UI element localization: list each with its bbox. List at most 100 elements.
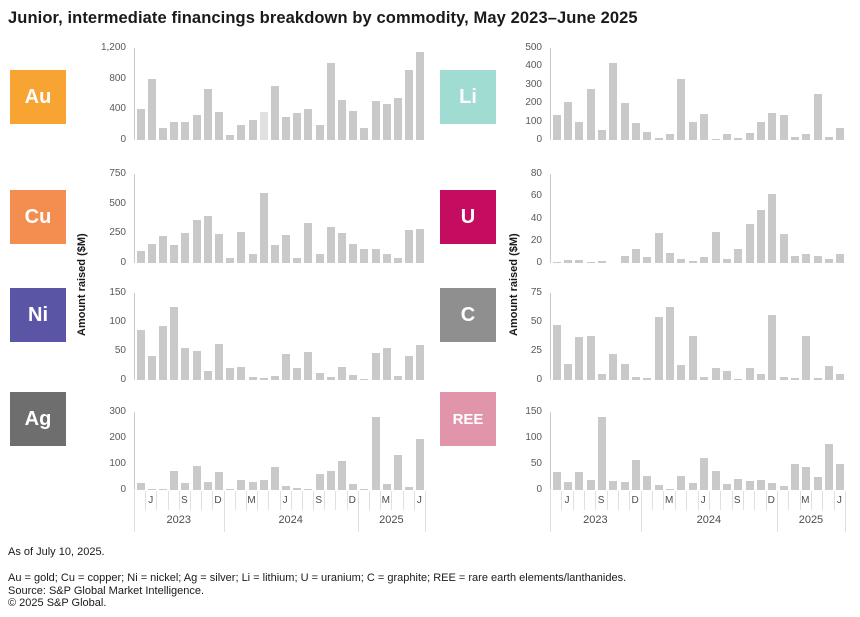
bar — [621, 482, 629, 490]
bar — [260, 378, 268, 380]
x-axis-tick — [302, 491, 303, 510]
x-axis-tick — [743, 491, 744, 510]
y-tick-label: 250 — [109, 227, 126, 239]
bar — [780, 486, 788, 490]
bar — [372, 353, 380, 380]
bar — [575, 472, 583, 490]
y-tick-label: 20 — [530, 234, 542, 246]
bar — [394, 98, 402, 140]
bar — [293, 488, 301, 490]
y-axis-line — [550, 412, 551, 490]
bar — [780, 234, 788, 263]
bar — [249, 482, 257, 490]
y-tick-label: 25 — [530, 345, 542, 356]
bar — [746, 224, 754, 263]
bar — [677, 476, 685, 490]
x-tick-label: M — [247, 495, 256, 506]
bar — [575, 260, 583, 263]
x-axis-tick — [224, 491, 225, 532]
bar — [360, 379, 368, 380]
bar — [159, 128, 167, 140]
y-tick-label: 0 — [120, 134, 126, 145]
bar — [416, 52, 424, 140]
x-axis-tick — [618, 491, 619, 510]
bar — [181, 122, 189, 140]
x-year-label: 2023 — [166, 514, 191, 526]
x-axis-tick — [822, 491, 823, 510]
x-axis-tick — [652, 491, 653, 510]
x-axis-tick — [380, 491, 381, 510]
bar — [723, 371, 731, 380]
y-axis-line — [134, 293, 135, 380]
x-axis-tick — [414, 491, 415, 510]
x-axis-tick — [561, 491, 562, 510]
x-axis-tick — [698, 491, 699, 510]
bar — [666, 307, 674, 380]
x-axis-tick — [280, 491, 281, 510]
bar — [372, 417, 380, 490]
x-tick-label: S — [733, 495, 741, 506]
bar — [655, 233, 663, 263]
bar — [383, 484, 391, 490]
bar — [802, 134, 810, 140]
copyright-note: © 2025 S&P Global. — [8, 597, 107, 609]
bar — [575, 337, 583, 380]
x-axis-tick — [425, 491, 426, 532]
bar — [349, 375, 357, 380]
bar — [712, 471, 720, 490]
x-tick-label: M — [381, 495, 390, 506]
x-tick-label: J — [564, 495, 570, 506]
bar — [416, 229, 424, 263]
bar — [148, 79, 156, 140]
bar — [159, 326, 167, 380]
y-tick-label: 800 — [109, 72, 126, 84]
bar — [372, 249, 380, 263]
bar — [609, 481, 617, 490]
y-axis-line — [134, 412, 135, 490]
bar — [394, 376, 402, 380]
bar — [282, 235, 290, 263]
x-axis-tick — [800, 491, 801, 510]
bar — [137, 109, 145, 140]
bar — [814, 94, 822, 140]
y-tick-label: 0 — [120, 484, 126, 495]
x-axis-tick — [766, 491, 767, 510]
bar — [316, 474, 324, 490]
bar — [204, 89, 212, 140]
x-axis-tick — [134, 491, 135, 532]
bar — [564, 482, 572, 490]
x-axis-tick — [709, 491, 710, 510]
bar — [405, 70, 413, 140]
bar — [137, 251, 145, 263]
bar — [193, 115, 201, 140]
y-tick-label: 0 — [536, 257, 542, 268]
bar — [327, 377, 335, 380]
x-axis-tick — [358, 491, 359, 532]
bar — [405, 487, 413, 490]
y-tick-label: 50 — [530, 458, 542, 469]
bar — [237, 232, 245, 263]
y-tick-label: 200 — [109, 432, 126, 443]
bar — [632, 249, 640, 263]
bar — [587, 336, 595, 380]
bar — [260, 193, 268, 263]
bar — [712, 139, 720, 140]
x-tick-label: J — [700, 495, 706, 506]
bar — [666, 489, 674, 490]
bar — [226, 489, 234, 490]
x-tick-label: J — [416, 495, 422, 506]
bar — [643, 476, 651, 490]
bar — [394, 455, 402, 490]
bar — [700, 257, 708, 263]
x-axis-tick — [595, 491, 596, 510]
bar — [405, 356, 413, 380]
bar — [170, 471, 178, 490]
bar — [643, 132, 651, 140]
y-tick-label: 0 — [536, 374, 542, 385]
bar — [282, 354, 290, 380]
source-note: Source: S&P Global Market Intelligence. — [8, 585, 205, 597]
x-axis-tick — [720, 491, 721, 510]
bar — [215, 234, 223, 263]
y-tick-label: 300 — [525, 78, 542, 90]
bar — [768, 483, 776, 490]
